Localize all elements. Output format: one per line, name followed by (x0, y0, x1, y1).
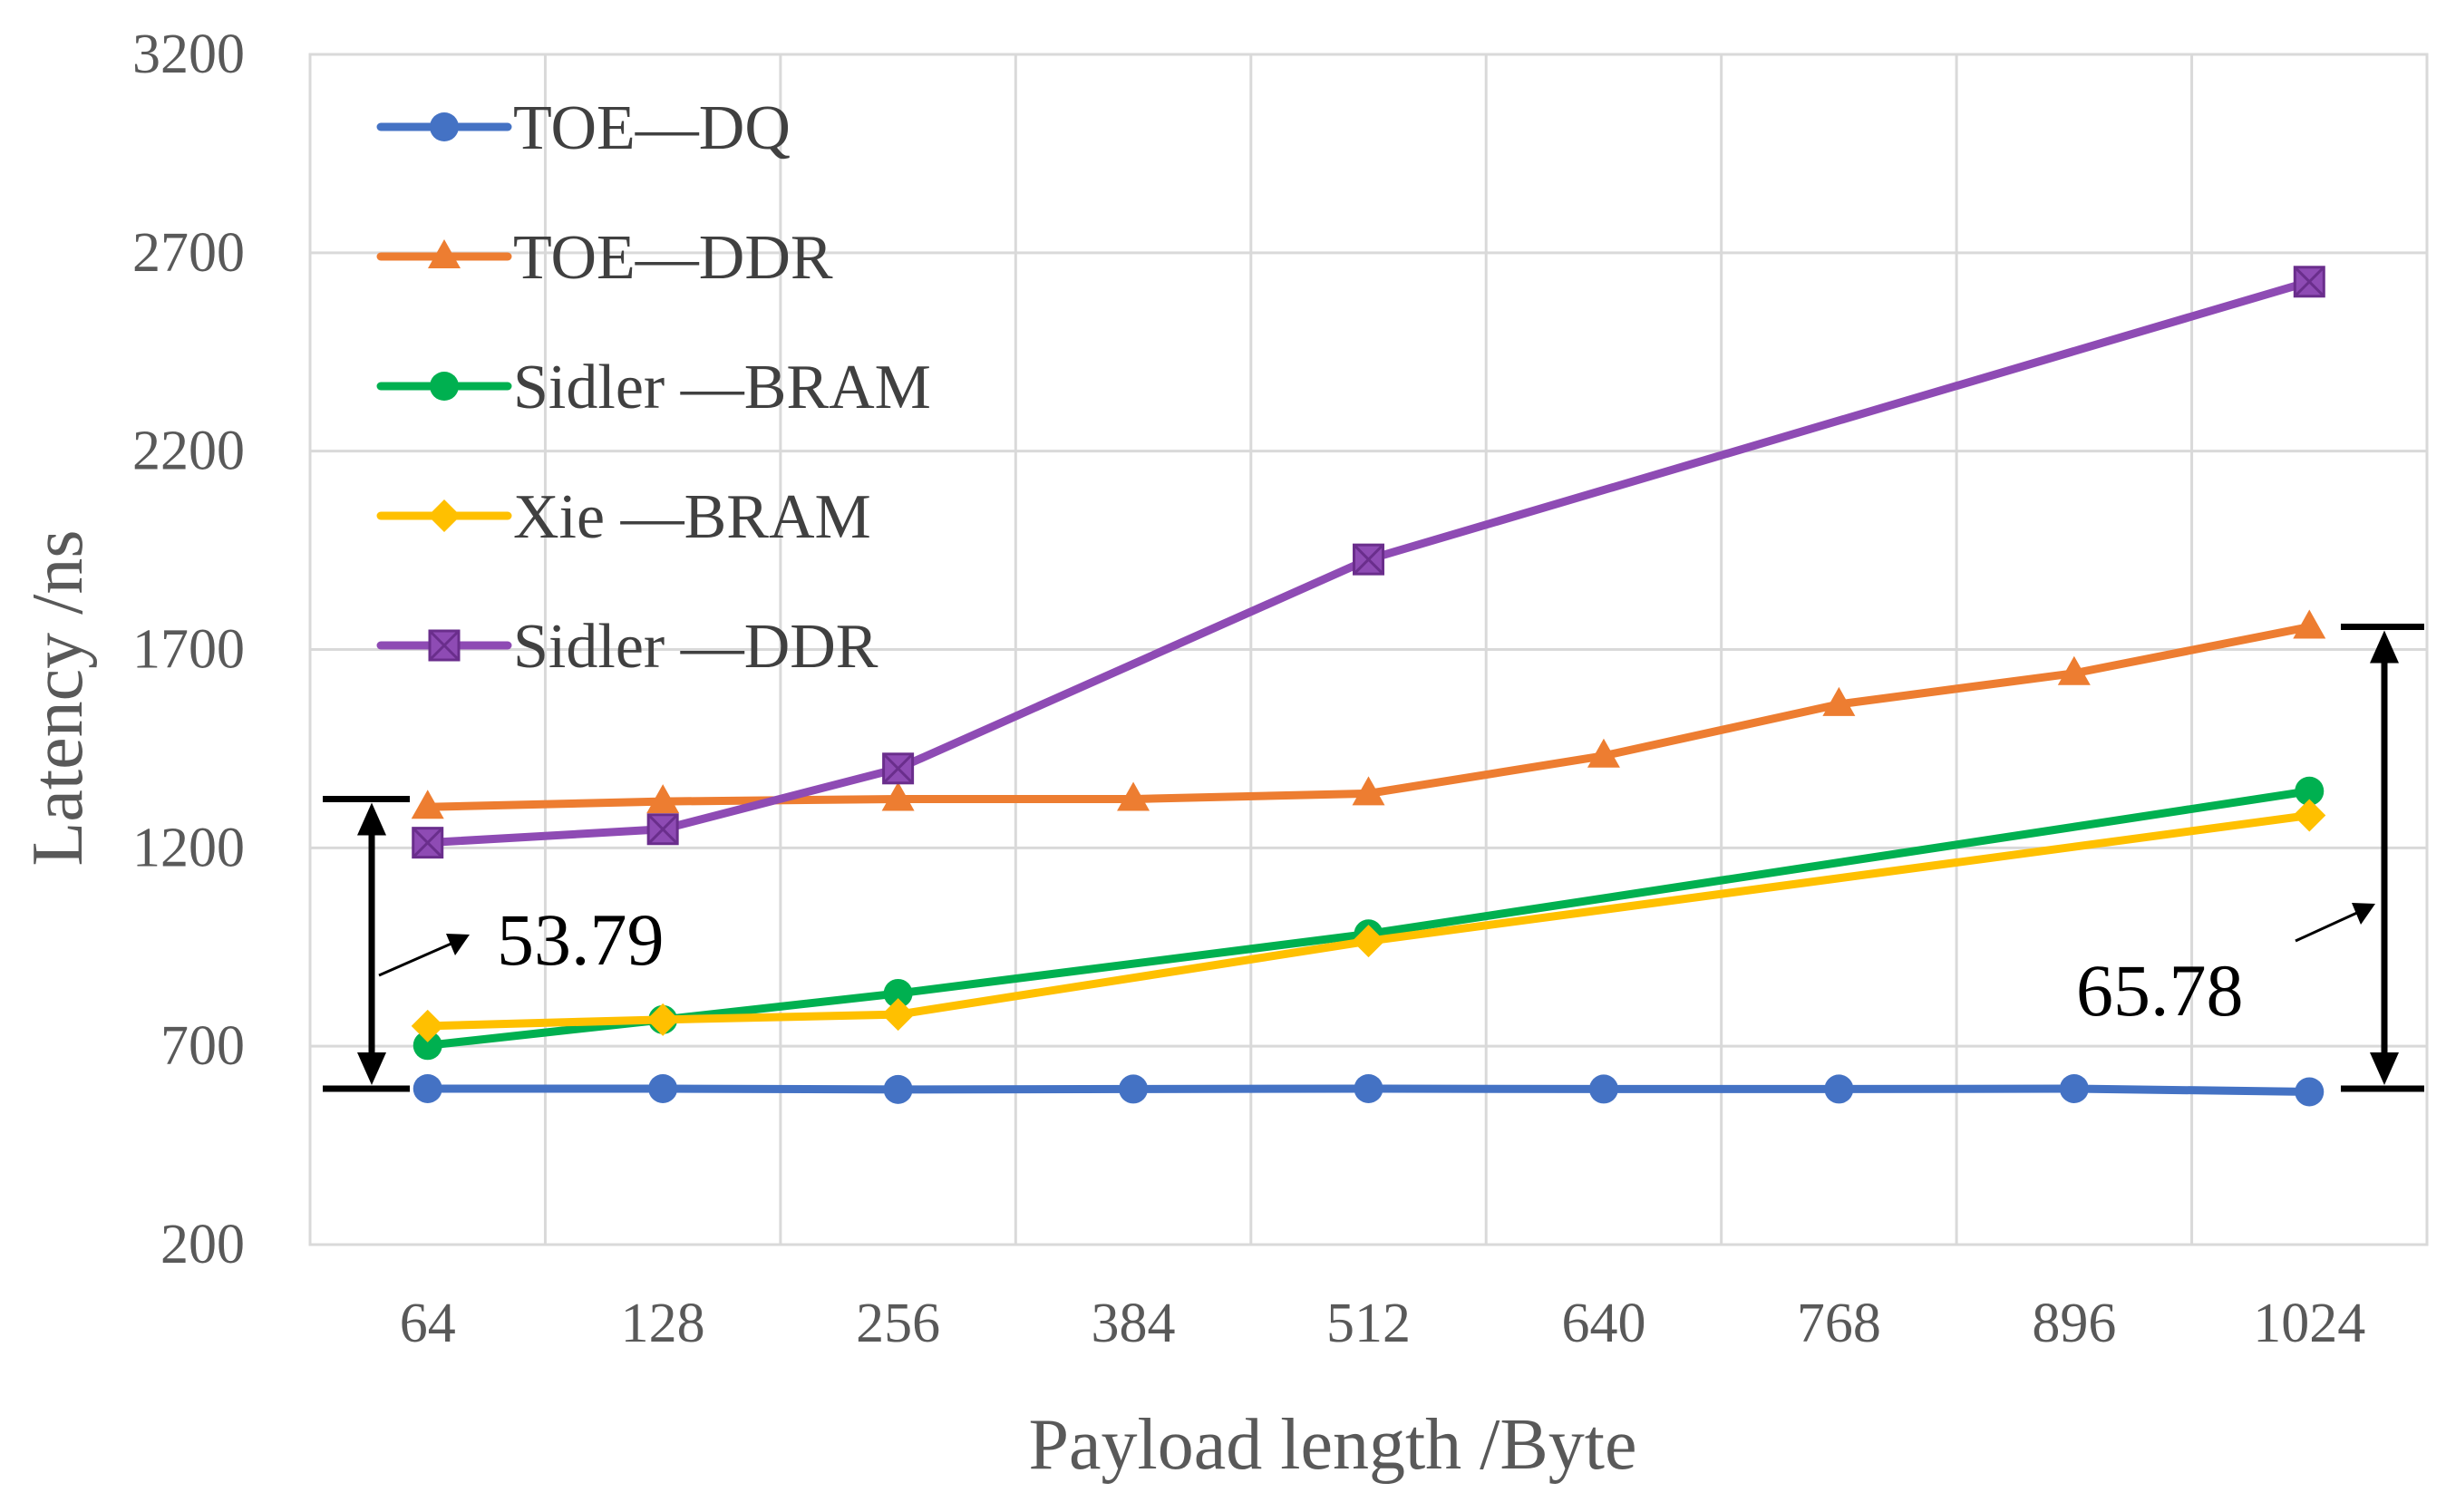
data-point (1824, 1074, 1854, 1104)
data-point (1587, 738, 1620, 768)
arrowhead-up (2370, 630, 2399, 664)
legend-label: Sidler —DDR (513, 612, 878, 682)
x-tick-label: 1024 (2253, 1293, 2365, 1354)
plot-border (308, 53, 2429, 1246)
data-point (411, 1009, 444, 1042)
data-point (2293, 799, 2326, 832)
x-tick-label: 256 (856, 1293, 940, 1354)
legend-label: TOE—DDR (513, 223, 833, 293)
y-tick-label: 700 (160, 1015, 245, 1077)
legend-marker (428, 239, 461, 268)
arrowhead-down (2370, 1052, 2399, 1085)
data-point (2295, 776, 2325, 806)
legend-marker (428, 499, 461, 532)
y-tick-label: 2700 (132, 222, 245, 284)
legend-item: TOE—DDR (376, 223, 833, 293)
x-axis-ticks: 64 128 256 384 512 640 768 896 1024 (400, 1293, 2366, 1354)
legend-item: TOE—DQ (376, 93, 791, 163)
y-tick-label: 2200 (132, 421, 245, 482)
x-tick-label: 768 (1797, 1293, 1881, 1354)
data-point (1588, 1074, 1618, 1104)
y-tick-label: 200 (160, 1214, 245, 1275)
legend-item: Xie —BRAM (376, 482, 871, 552)
series-xie-bram (411, 799, 2326, 1042)
arrowhead-up (357, 802, 386, 836)
data-point (881, 781, 915, 811)
y-tick-label: 1700 (132, 619, 245, 681)
series-sidler-ddr (412, 266, 2325, 859)
data-point (2057, 655, 2091, 685)
gridlines (310, 53, 2427, 1246)
data-point (411, 790, 444, 819)
series-toe-ddr (411, 609, 2326, 819)
x-tick-label: 896 (2032, 1293, 2116, 1354)
series-layer (411, 266, 2326, 1107)
legend-marker (430, 112, 459, 141)
legend-item: Sidler —DDR (376, 612, 878, 682)
x-tick-label: 512 (1326, 1293, 1411, 1354)
y-axis-ticks: 200 700 1200 1700 2200 2700 3200 (132, 24, 245, 1275)
y-tick-label: 3200 (132, 24, 245, 85)
data-point (2293, 266, 2325, 298)
y-axis-title: Latency /ns (18, 530, 98, 867)
legend-label: Xie —BRAM (513, 482, 871, 552)
data-point (646, 1003, 680, 1036)
data-point (648, 1073, 678, 1103)
latency-gap-bracket (323, 796, 410, 1092)
data-point (413, 1031, 442, 1061)
annotation-label: 65.78 (2076, 949, 2244, 1032)
legend-marker (430, 372, 459, 401)
data-point (646, 813, 679, 846)
annotation-53-79: 53.79 (378, 898, 665, 981)
x-tick-label: 640 (1561, 1293, 1645, 1354)
annotations: 53.79 65.78 (323, 624, 2424, 1092)
data-point (2295, 1077, 2325, 1107)
x-tick-label: 64 (400, 1293, 456, 1354)
data-point (1353, 543, 1384, 576)
data-point (883, 1074, 913, 1104)
data-point (1119, 1074, 1149, 1104)
x-axis-title: Payload length /Byte (1028, 1405, 1636, 1485)
data-point (646, 784, 680, 814)
data-point (412, 827, 444, 859)
data-point (1352, 925, 1385, 958)
data-point (881, 998, 915, 1032)
arrowhead-down (357, 1052, 386, 1085)
data-point (1117, 781, 1150, 811)
pointer-head (2352, 903, 2375, 925)
plot-frame (308, 53, 2429, 1246)
legend-marker (428, 629, 461, 662)
x-tick-label: 128 (621, 1293, 705, 1354)
annotation-label: 53.79 (497, 898, 665, 981)
x-tick-label: 384 (1092, 1293, 1176, 1354)
annotation-65-78: 65.78 (2076, 903, 2375, 1032)
data-point (1354, 1073, 1383, 1103)
data-point (1822, 686, 1856, 716)
data-point (882, 752, 915, 785)
pointer-line (378, 941, 454, 977)
series-toe-dq (413, 1073, 2325, 1107)
latency-gap-bracket (2341, 624, 2424, 1092)
legend-item: Sidler —BRAM (376, 353, 931, 422)
data-point (883, 978, 913, 1008)
legend-label: TOE—DQ (513, 93, 791, 163)
y-tick-label: 1200 (132, 817, 245, 878)
legend: TOE—DQ TOE—DDR Sidler —BRAM Xie —BRAM Sidler… (376, 93, 931, 682)
data-point (413, 1073, 442, 1103)
data-point (1352, 776, 1385, 806)
data-point (2059, 1073, 2089, 1103)
series-line (423, 787, 2314, 1050)
pointer-line (2295, 910, 2360, 943)
data-point (2293, 609, 2326, 639)
pointer-head (446, 934, 470, 955)
legend-label: Sidler —BRAM (513, 353, 931, 422)
